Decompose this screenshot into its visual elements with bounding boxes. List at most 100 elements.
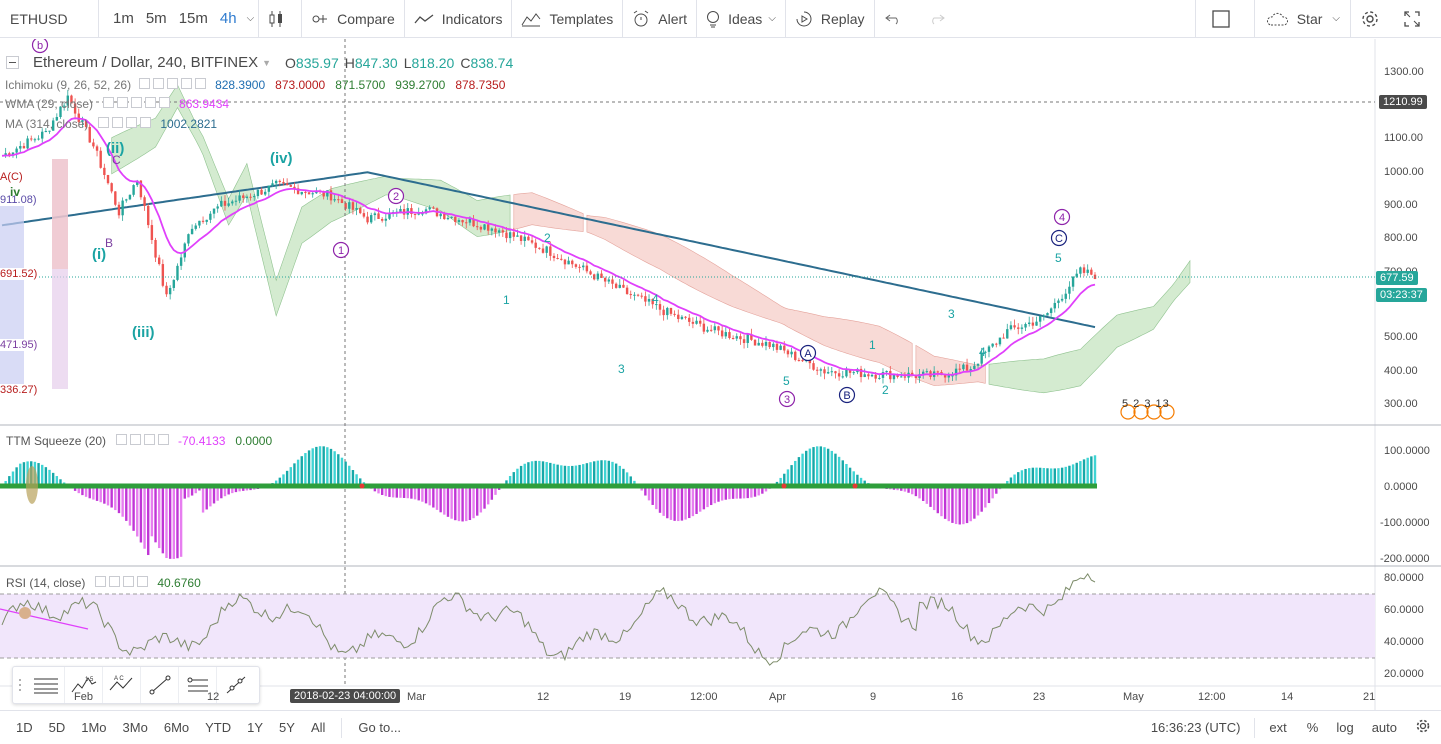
visibility-button[interactable]: [112, 117, 124, 128]
settings-button[interactable]: [95, 576, 107, 587]
interval-1m[interactable]: 1m: [113, 10, 134, 27]
range-1mo[interactable]: 1Mo: [81, 720, 107, 735]
wave-label-minor-3[interactable]: 3: [618, 362, 625, 376]
visibility-button[interactable]: [130, 434, 142, 445]
range-ytd[interactable]: YTD: [205, 720, 232, 735]
elliott-impulse-button[interactable]: 1 5: [65, 667, 103, 703]
format-button[interactable]: [123, 576, 135, 587]
alert-button[interactable]: Alert: [623, 0, 696, 38]
expand-button[interactable]: [1397, 0, 1441, 38]
percent-toggle[interactable]: %: [1306, 720, 1319, 735]
chart-settings-button[interactable]: [1405, 718, 1441, 737]
settings-button[interactable]: [98, 117, 110, 128]
ttm-histogram-bar: [662, 486, 665, 516]
indicators-button[interactable]: Indicators: [405, 0, 512, 38]
wave-label-minor-1[interactable]: 1: [503, 293, 510, 307]
settings-button[interactable]: [103, 97, 115, 108]
rsi-legend[interactable]: RSI (14, close) 40.6760: [6, 576, 201, 590]
format-button[interactable]: [144, 434, 156, 445]
collapse-legend-button[interactable]: [6, 56, 19, 69]
goto-button[interactable]: Go to...: [358, 720, 402, 735]
more-button[interactable]: [145, 97, 157, 108]
range-1d[interactable]: 1D: [16, 720, 33, 735]
wave-label-ii[interactable]: (ii): [106, 140, 125, 157]
format-button[interactable]: [167, 78, 179, 89]
wave-label-minor-2b[interactable]: 2: [882, 383, 889, 397]
close-icon[interactable]: [140, 117, 152, 128]
wave-label-minor-3b[interactable]: 3: [948, 307, 955, 321]
ma-legend[interactable]: MA (314, close) 1002.2821: [5, 117, 217, 131]
more-button[interactable]: [181, 78, 193, 89]
chevron-down-icon[interactable]: ⌵: [246, 13, 255, 24]
log-toggle[interactable]: log: [1336, 720, 1354, 735]
chevron-down-icon[interactable]: ⌵: [768, 13, 776, 24]
interval-4h[interactable]: 4h: [219, 10, 237, 27]
wave-label-minor-4b[interactable]: 4: [979, 345, 986, 359]
elliott-correction-button[interactable]: A C: [103, 667, 141, 703]
visibility-button[interactable]: [109, 576, 121, 587]
close-icon[interactable]: [137, 576, 149, 587]
ttm-histogram-bar: [954, 486, 958, 525]
wave-label-c[interactable]: C: [112, 153, 121, 167]
wave-label-i[interactable]: (i): [92, 246, 107, 263]
close-icon[interactable]: [158, 434, 170, 445]
wave-label-iv[interactable]: (iv): [270, 150, 293, 167]
clock-timezone[interactable]: 16:36:23 (UTC): [1150, 720, 1241, 735]
ray-line-button[interactable]: [217, 667, 255, 703]
wave-label-iii[interactable]: (iii): [132, 324, 155, 341]
wave-label-minor-1b[interactable]: 1: [869, 338, 876, 352]
interval-5m[interactable]: 5m: [145, 10, 167, 27]
events-markers[interactable]: 5 2 3 13: [1122, 398, 1170, 410]
format-button[interactable]: [126, 117, 138, 128]
wma-legend[interactable]: WMA (29, close) 863.9434: [5, 97, 229, 111]
ichimoku-legend[interactable]: Ichimoku (9, 26, 52, 26) 828.3900 873.00…: [5, 78, 505, 92]
symbol-search[interactable]: ETHUSD: [10, 10, 68, 27]
replay-button[interactable]: Replay: [786, 0, 874, 38]
wave-label-minor-4[interactable]: 4: [652, 292, 659, 306]
range-5d[interactable]: 5D: [48, 720, 66, 735]
format-button[interactable]: [131, 97, 143, 108]
fib-tool-button[interactable]: [27, 667, 65, 703]
ttm-legend[interactable]: TTM Squeeze (20) -70.4133 0.0000: [6, 434, 272, 448]
chart-type-button[interactable]: [259, 0, 301, 38]
parallel-channel-button[interactable]: [179, 667, 217, 703]
ideas-button[interactable]: Ideas ⌵: [697, 0, 785, 38]
range-all[interactable]: All: [310, 720, 326, 735]
auto-toggle[interactable]: auto: [1371, 720, 1397, 735]
star-button[interactable]: Star ⌵: [1255, 0, 1350, 38]
visibility-button[interactable]: [117, 97, 129, 108]
interval-15m[interactable]: 15m: [178, 10, 208, 27]
settings-button[interactable]: [116, 434, 128, 445]
wave-label-b[interactable]: B: [105, 236, 114, 250]
trend-line-button[interactable]: [141, 667, 179, 703]
wave-label-minor-2[interactable]: 2: [544, 231, 551, 245]
candle-body: [688, 317, 691, 322]
settings-button[interactable]: [1351, 0, 1397, 38]
templates-button[interactable]: Templates: [512, 0, 622, 38]
wave-label-minor-5[interactable]: 5: [783, 374, 790, 388]
chevron-down-icon[interactable]: ⌵: [1332, 13, 1340, 24]
range-1y[interactable]: 1Y: [247, 720, 264, 735]
drag-handle[interactable]: [13, 667, 27, 703]
close-icon[interactable]: [159, 97, 171, 108]
wave-label-minor-5b[interactable]: 5: [1055, 251, 1062, 265]
compare-button[interactable]: Compare: [302, 0, 404, 38]
wave-label-iv-small[interactable]: iv: [10, 185, 21, 199]
visibility-button[interactable]: [153, 78, 165, 89]
range-3mo[interactable]: 3Mo: [122, 720, 148, 735]
range-5y[interactable]: 5Y: [279, 720, 295, 735]
redo-button[interactable]: [919, 0, 963, 38]
close-icon[interactable]: [195, 78, 207, 89]
ttm-histogram-bar: [446, 486, 450, 517]
legend-controls: [116, 434, 172, 448]
undo-button[interactable]: [875, 0, 919, 38]
candle-body: [428, 207, 431, 210]
fullscreen-chart-button[interactable]: [1196, 0, 1254, 38]
range-6mo[interactable]: 6Mo: [163, 720, 190, 735]
wave-label-ac[interactable]: A(C): [0, 171, 23, 183]
settings-button[interactable]: [139, 78, 151, 89]
ext-toggle[interactable]: ext: [1269, 720, 1287, 735]
chevron-down-icon[interactable]: ▼: [262, 57, 272, 68]
